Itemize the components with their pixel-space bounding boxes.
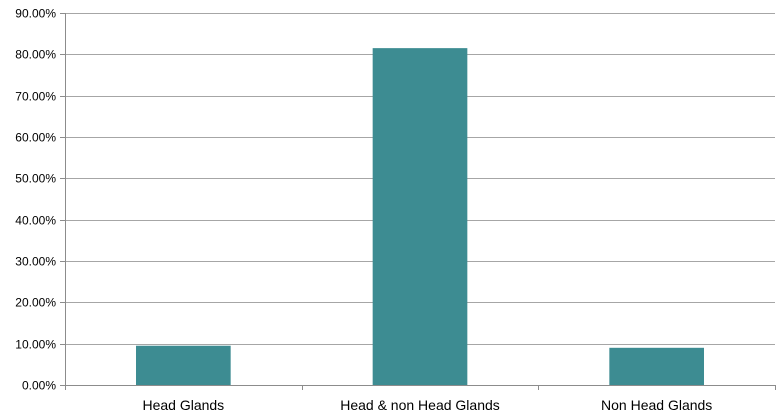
y-tick-label: 30.00%	[15, 255, 56, 269]
y-tick-label: 70.00%	[15, 90, 56, 104]
bar-head-glands	[136, 345, 231, 385]
bars	[136, 48, 704, 386]
y-tick-label: 20.00%	[15, 296, 56, 310]
bar-head-non-head-glands	[372, 48, 468, 386]
y-tick-label: 10.00%	[15, 338, 56, 352]
axes	[60, 13, 776, 390]
category-label: Head Glands	[142, 397, 224, 413]
y-tick-label: 90.00%	[15, 7, 56, 21]
category-label: Non Head Glands	[601, 397, 712, 413]
bar-non-head-glands	[609, 347, 704, 385]
y-tick-label: 0.00%	[22, 379, 56, 393]
category-labels: Head Glands Head & non Head Glands Non Hea…	[142, 397, 712, 413]
y-tick-labels: 0.00% 10.00% 20.00% 30.00% 40.00% 50.00% 60.00…	[15, 7, 56, 393]
y-tick-label: 60.00%	[15, 131, 56, 145]
y-tick-label: 40.00%	[15, 214, 56, 228]
y-tick-label: 50.00%	[15, 172, 56, 186]
y-tick-label: 80.00%	[15, 48, 56, 62]
category-label: Head & non Head Glands	[340, 397, 500, 413]
